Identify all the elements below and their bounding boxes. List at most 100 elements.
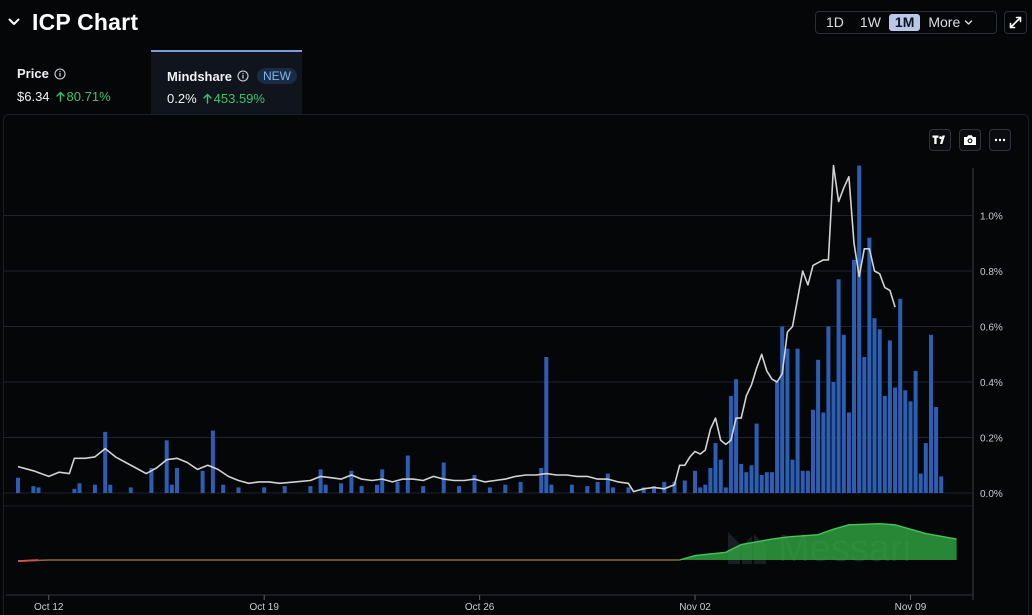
bar bbox=[795, 348, 800, 493]
bar bbox=[652, 486, 656, 493]
bar bbox=[339, 483, 344, 493]
bar bbox=[872, 318, 877, 493]
more-options-button[interactable] bbox=[989, 129, 1011, 151]
range-more-label: More bbox=[928, 14, 961, 30]
bar bbox=[221, 484, 226, 493]
mindshare-line bbox=[17, 164, 896, 493]
bar bbox=[749, 465, 754, 494]
bar bbox=[708, 468, 713, 493]
y-tick-label: 1.0% bbox=[980, 212, 1003, 223]
bar bbox=[893, 387, 898, 493]
chart-header: ICP Chart 1D 1W 1M More bbox=[0, 0, 1032, 46]
bar bbox=[569, 484, 574, 493]
bar bbox=[846, 412, 851, 493]
x-tick-label: Oct 12 bbox=[34, 602, 64, 613]
bar bbox=[421, 486, 426, 493]
bar bbox=[882, 395, 887, 493]
bar bbox=[836, 279, 841, 493]
range-button-1m[interactable]: 1M bbox=[888, 14, 921, 31]
info-icon[interactable] bbox=[54, 67, 66, 80]
bar bbox=[764, 472, 769, 493]
bar bbox=[103, 431, 108, 493]
bar bbox=[262, 487, 267, 493]
bar bbox=[826, 326, 831, 493]
bar bbox=[693, 470, 697, 493]
bar bbox=[857, 165, 862, 493]
bar bbox=[923, 443, 928, 493]
range-button-1d[interactable]: 1D bbox=[826, 14, 844, 30]
chevron-down-icon bbox=[8, 18, 20, 25]
tab-mindshare-value-row: 0.2% 453.59% bbox=[167, 91, 265, 106]
bar bbox=[816, 359, 821, 493]
range-button-1w[interactable]: 1W bbox=[859, 14, 881, 30]
bar bbox=[380, 469, 385, 493]
bar bbox=[323, 484, 328, 493]
area-line-positive bbox=[679, 522, 957, 561]
bar bbox=[790, 459, 795, 493]
bar bbox=[770, 472, 774, 493]
bar bbox=[169, 484, 174, 493]
bar bbox=[939, 476, 944, 493]
bar bbox=[164, 440, 169, 493]
area-series bbox=[17, 522, 957, 562]
arrow-up-icon bbox=[55, 91, 65, 102]
bar bbox=[744, 472, 749, 493]
chevron-down-icon bbox=[965, 20, 973, 25]
bar bbox=[611, 487, 615, 493]
bar bbox=[903, 390, 908, 493]
bar bbox=[128, 487, 133, 493]
bar bbox=[739, 463, 744, 493]
bar bbox=[775, 382, 780, 493]
bar bbox=[759, 475, 764, 493]
bar bbox=[308, 486, 313, 493]
tab-mindshare-label: Mindshare bbox=[167, 68, 233, 84]
bar bbox=[723, 487, 728, 493]
tradingview-button[interactable] bbox=[929, 129, 951, 151]
tradingview-icon bbox=[932, 135, 945, 144]
bar bbox=[359, 486, 364, 493]
bar bbox=[698, 487, 703, 493]
tab-price-label-row: Price bbox=[17, 66, 66, 81]
bar bbox=[457, 486, 462, 493]
new-badge: NEW bbox=[257, 68, 298, 84]
bar bbox=[77, 483, 82, 493]
x-tick-label: Nov 02 bbox=[679, 602, 711, 613]
y-tick-label: 0.2% bbox=[980, 434, 1003, 445]
screenshot-button[interactable] bbox=[959, 129, 981, 151]
tab-mindshare[interactable]: Mindshare NEW 0.2% 453.59% bbox=[151, 50, 302, 114]
y-tick-label: 0.0% bbox=[980, 489, 1003, 500]
mindshare-change: 453.59% bbox=[202, 91, 265, 106]
bar bbox=[713, 443, 718, 493]
bar bbox=[811, 409, 815, 494]
bar bbox=[718, 459, 723, 493]
area-fill bbox=[679, 523, 957, 560]
y-axis: 0.0% 0.2% 0.4% 0.6% 0.8% 1.0% bbox=[980, 212, 1003, 501]
expand-button[interactable] bbox=[1004, 11, 1027, 34]
bar bbox=[108, 484, 113, 493]
bar bbox=[518, 481, 523, 493]
area-line-flat bbox=[17, 559, 680, 562]
info-icon[interactable] bbox=[237, 70, 249, 82]
bar bbox=[92, 484, 97, 493]
collapse-button[interactable] bbox=[4, 12, 24, 32]
bar bbox=[375, 484, 379, 493]
bar bbox=[934, 407, 939, 493]
bar bbox=[754, 423, 759, 493]
tab-mindshare-label-row: Mindshare NEW bbox=[167, 68, 298, 84]
range-more-dropdown[interactable]: More bbox=[920, 14, 981, 31]
bar bbox=[605, 473, 610, 493]
price-value: $6.34 bbox=[17, 89, 50, 104]
price-change: 80.71% bbox=[55, 89, 111, 104]
camera-icon bbox=[964, 135, 976, 145]
mindshare-value: 0.2% bbox=[167, 91, 197, 106]
bar bbox=[877, 329, 882, 493]
bar bbox=[841, 334, 846, 493]
tab-price[interactable]: Price $6.34 80.71% bbox=[0, 50, 151, 114]
bar bbox=[780, 326, 785, 493]
bar bbox=[626, 487, 631, 493]
bar bbox=[682, 480, 687, 493]
bar bbox=[852, 259, 856, 493]
bar bbox=[441, 462, 446, 493]
bar bbox=[318, 469, 323, 493]
bar bbox=[662, 481, 667, 493]
